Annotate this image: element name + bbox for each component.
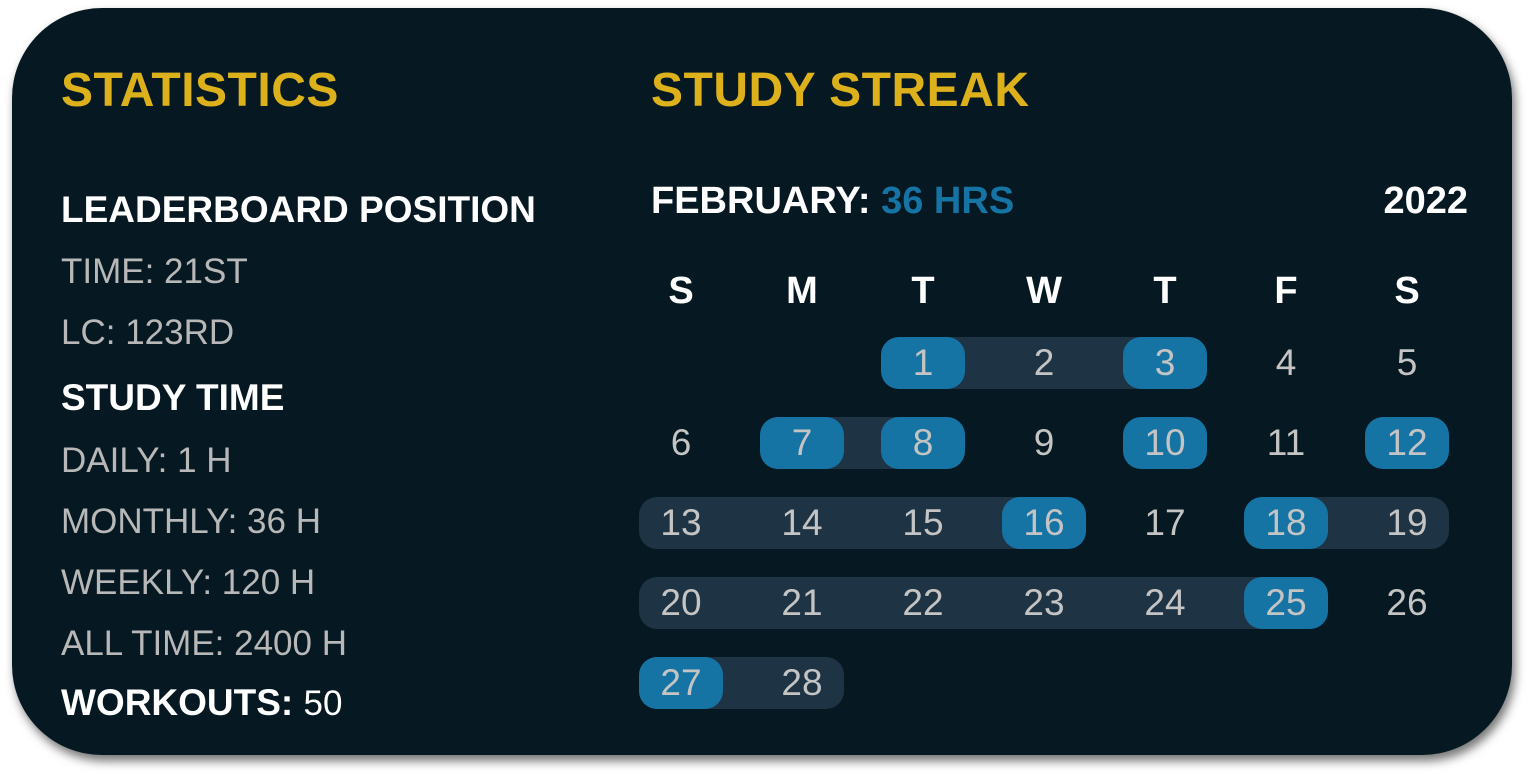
all-time-study-time: ALL TIME: 2400 H <box>61 624 347 663</box>
stats-card: STATISTICS LEADERBOARD POSITION TIME: 21… <box>12 8 1512 755</box>
weekday-header: S <box>1394 270 1420 312</box>
calendar-day[interactable]: 1 <box>912 342 934 383</box>
highlighted-day-marker <box>1365 417 1449 469</box>
month-label: FEBRUARY: <box>651 180 871 222</box>
calendar-day[interactable]: 3 <box>1154 342 1176 383</box>
calendar-day[interactable]: 28 <box>781 662 823 703</box>
streak-bar <box>639 577 1328 629</box>
leaderboard-heading: LEADERBOARD POSITION <box>61 189 536 230</box>
calendar-day[interactable]: 14 <box>781 502 823 543</box>
calendar-day[interactable]: 5 <box>1396 342 1418 383</box>
highlighted-day-marker <box>881 337 965 389</box>
calendar-day[interactable]: 8 <box>912 422 934 463</box>
weekday-header: S <box>668 270 694 312</box>
calendar-day[interactable]: 16 <box>1023 502 1065 543</box>
weekday-header: M <box>786 270 818 312</box>
highlighted-day-marker <box>639 657 723 709</box>
lc-position: LC: 123RD <box>61 313 235 352</box>
study-time-heading: STUDY TIME <box>61 377 285 418</box>
calendar-day[interactable]: 10 <box>1144 422 1186 463</box>
calendar-day[interactable]: 22 <box>902 582 944 623</box>
calendar-day[interactable]: 7 <box>791 422 813 463</box>
weekday-header: T <box>911 270 935 312</box>
calendar-day[interactable]: 17 <box>1144 502 1186 543</box>
calendar-day[interactable]: 23 <box>1023 582 1065 623</box>
daily-study-time: DAILY: 1 H <box>61 441 232 480</box>
workouts-value: 50 <box>303 684 343 723</box>
calendar-day[interactable]: 21 <box>781 582 823 623</box>
time-position: TIME: 21ST <box>61 252 248 291</box>
calendar-day[interactable]: 13 <box>660 502 702 543</box>
workouts: WORKOUTS: 50 <box>61 684 342 721</box>
statistics-title: STATISTICS <box>61 64 339 117</box>
calendar-day[interactable]: 11 <box>1266 422 1306 463</box>
calendar-day[interactable]: 9 <box>1033 422 1055 463</box>
highlighted-day-marker <box>1244 577 1328 629</box>
weekday-header: F <box>1274 270 1298 312</box>
highlighted-day-marker <box>760 417 844 469</box>
highlighted-day-marker <box>1244 497 1328 549</box>
calendar-day[interactable]: 26 <box>1386 582 1428 623</box>
calendar-day[interactable]: 27 <box>660 662 702 703</box>
calendar-day[interactable]: 12 <box>1386 422 1428 463</box>
calendar-day[interactable]: 20 <box>660 582 702 623</box>
calendar-day[interactable]: 18 <box>1265 502 1307 543</box>
year-label: 2022 <box>1383 180 1468 222</box>
highlighted-day-marker <box>881 417 965 469</box>
month-hours: 36 HRS <box>881 180 1015 222</box>
study-streak-title: STUDY STREAK <box>651 64 1030 117</box>
calendar-day[interactable]: 2 <box>1033 342 1055 383</box>
weekly-study-time: WEEKLY: 120 H <box>61 563 316 602</box>
weekday-header: W <box>1026 270 1062 312</box>
calendar-day[interactable]: 25 <box>1265 582 1307 623</box>
highlighted-day-marker <box>1123 337 1207 389</box>
calendar-day[interactable]: 6 <box>670 422 692 463</box>
calendar-day[interactable]: 24 <box>1144 582 1186 623</box>
month-summary: FEBRUARY: 36 HRS <box>651 182 1014 220</box>
highlighted-day-marker <box>1002 497 1086 549</box>
calendar-day[interactable]: 19 <box>1386 502 1428 543</box>
workouts-label: WORKOUTS: <box>61 682 294 723</box>
calendar-day[interactable]: 4 <box>1275 342 1297 383</box>
weekday-header: T <box>1153 270 1177 312</box>
highlighted-day-marker <box>1123 417 1207 469</box>
calendar-day[interactable]: 15 <box>902 502 944 543</box>
monthly-study-time: MONTHLY: 36 H <box>61 502 321 541</box>
